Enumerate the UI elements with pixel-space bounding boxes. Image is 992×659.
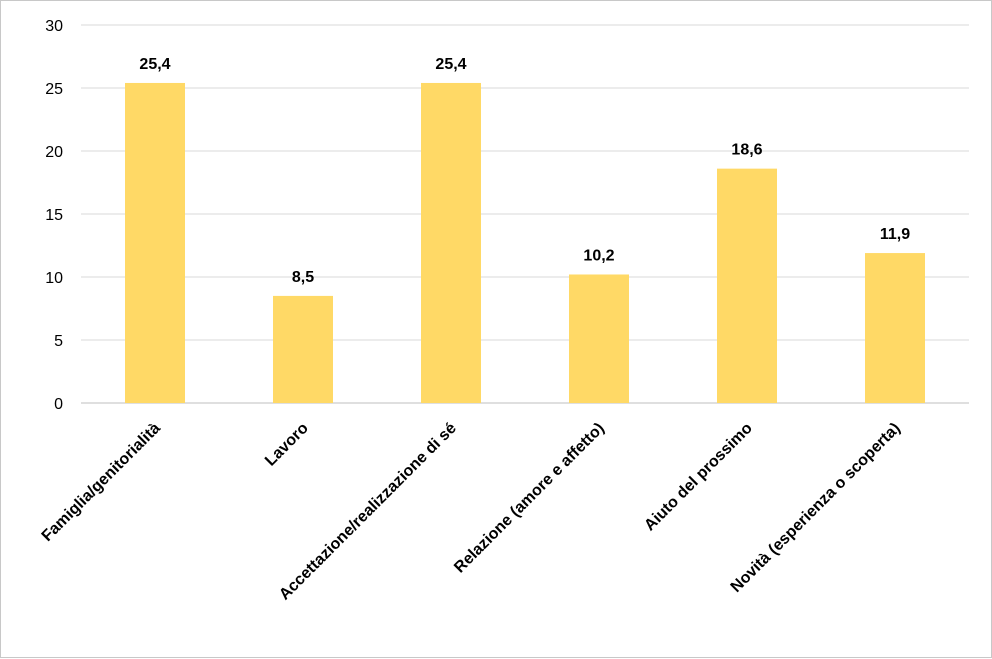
data-label: 25,4: [139, 56, 170, 73]
y-tick-label: 5: [54, 333, 63, 350]
data-labels: 25,4 8,5 25,4 10,2 18,6 11,9: [139, 56, 910, 286]
category-label: Lavoro: [262, 420, 312, 470]
gridlines: [81, 24, 969, 404]
bar: [125, 82, 185, 404]
category-label: Accettazione/realizzazione di sé: [276, 420, 460, 604]
y-tick-label: 25: [45, 81, 63, 98]
y-tick-label: 0: [54, 396, 63, 413]
bar: [717, 168, 777, 403]
bar: [273, 295, 333, 403]
y-axis-tick-labels: 0 5 10 15 20 25 30: [45, 18, 63, 413]
category-label: Novità (esperienza o scoperta): [728, 420, 904, 596]
y-tick-label: 10: [45, 270, 63, 287]
data-label: 18,6: [731, 142, 762, 159]
category-label: Famiglia/genitorialità: [39, 420, 164, 545]
y-tick-label: 20: [45, 144, 63, 161]
y-tick-label: 15: [45, 207, 63, 224]
data-label: 8,5: [292, 269, 314, 286]
data-label: 11,9: [880, 226, 910, 243]
category-label: Relazione (amore e affetto): [451, 420, 608, 577]
data-label: 10,2: [583, 247, 614, 264]
bar: [569, 274, 629, 403]
bars: [125, 82, 925, 404]
y-tick-label: 30: [45, 18, 63, 35]
data-label: 25,4: [435, 56, 466, 73]
bar: [421, 82, 481, 404]
x-axis-category-labels: Famiglia/genitorialità LavoroAccettazione…: [39, 420, 904, 604]
category-label: Aiuto del prossimo: [641, 420, 756, 535]
bar: [865, 253, 925, 403]
